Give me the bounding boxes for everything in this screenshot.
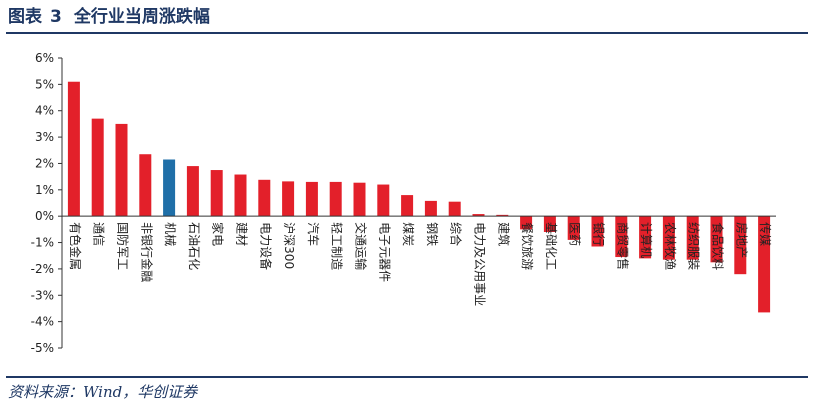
- y-tick-label: -1%: [31, 236, 54, 250]
- y-tick-label: 3%: [35, 130, 54, 144]
- bar: [591, 216, 604, 247]
- x-tick-label: 房地产: [734, 222, 749, 258]
- bar: [258, 179, 271, 217]
- x-tick-label: 有色金属: [68, 222, 83, 270]
- bar: [67, 81, 80, 217]
- bar: [377, 184, 390, 217]
- footer-rule: [6, 376, 808, 378]
- source-note: 资料来源：Wind，华创证券: [8, 383, 198, 401]
- figure-header: 图表 3 全行业当周涨跌幅: [8, 4, 210, 30]
- x-tick-label: 计算机: [639, 222, 654, 258]
- bar: [734, 216, 747, 275]
- figure-label: 图表: [8, 7, 42, 27]
- y-tick-label: -3%: [31, 288, 54, 302]
- x-axis-labels: 有色金属 通信 国防军工 非银行金融 机械 石油石化 家电 建材 电力设备 沪深300 汽车 轻工制造…: [68, 222, 773, 306]
- bar-chart: 6% 5% 4% 3% 2% 1% 0% -1% -2% -3% -4% -5% 有色金属 通信 国防军工…: [31, 51, 776, 355]
- bar: [686, 216, 699, 260]
- x-tick-label: 传媒: [758, 222, 773, 246]
- y-tick-label: 6%: [35, 51, 54, 65]
- x-tick-label: 钢铁: [425, 222, 439, 246]
- x-tick-label: 交通运输: [354, 222, 369, 270]
- x-tick-label: 基础化工: [544, 222, 558, 270]
- bar: [234, 174, 247, 217]
- x-tick-label: 机械: [163, 222, 178, 246]
- x-tick-label: 银行: [592, 222, 606, 246]
- bar: [424, 200, 437, 217]
- x-tick-label: 轻工制造: [330, 222, 344, 270]
- bar: [186, 166, 199, 217]
- x-tick-label: 建材: [235, 222, 249, 246]
- bar: [91, 118, 104, 217]
- bar: [758, 216, 771, 313]
- bar: [448, 201, 461, 217]
- x-tick-label: 煤炭: [401, 222, 415, 246]
- x-tick-label: 建筑: [496, 222, 511, 246]
- bar: [139, 154, 152, 217]
- bar: [305, 181, 318, 217]
- x-tick-label: 医药: [568, 222, 582, 246]
- x-tick-label: 非银行金融: [139, 222, 154, 282]
- x-tick-label: 沪深300: [282, 222, 296, 269]
- y-axis: 6% 5% 4% 3% 2% 1% 0% -1% -2% -3% -4% -5%: [31, 51, 63, 355]
- x-tick-label: 农林牧渔: [663, 222, 677, 270]
- x-tick-label: 通信: [92, 222, 106, 246]
- bar: [639, 216, 652, 259]
- x-tick-label: 电子元器件: [377, 222, 391, 282]
- bar: [115, 123, 128, 217]
- x-tick-label: 综合: [449, 222, 464, 246]
- x-tick-label: 国防军工: [116, 222, 131, 270]
- x-tick-label: 石油石化: [187, 222, 201, 270]
- y-tick-label: 2%: [35, 156, 54, 170]
- x-tick-label: 电力设备: [258, 222, 272, 270]
- y-tick-label: 5%: [35, 77, 54, 91]
- figure-title: 全行业当周涨跌幅: [73, 7, 210, 27]
- x-tick-label: 家电: [211, 222, 226, 246]
- bar: [615, 216, 628, 258]
- x-tick-label: 餐饮旅游: [520, 222, 535, 270]
- x-tick-label: 食品饮料: [711, 222, 726, 270]
- bar: [662, 216, 675, 260]
- x-tick-label: 电力及公用事业: [473, 222, 487, 306]
- y-tick-label: 4%: [35, 104, 54, 118]
- bar: [567, 216, 580, 240]
- bar: [520, 216, 533, 230]
- bar: [210, 170, 223, 217]
- x-tick-label: 商贸零售: [615, 222, 630, 270]
- y-tick-label: -4%: [31, 315, 54, 329]
- x-tick-label: 纺织服装: [687, 222, 701, 270]
- bar: [401, 195, 414, 217]
- bar: [329, 181, 342, 217]
- bar: [543, 216, 556, 232]
- y-tick-label: 0%: [35, 209, 54, 223]
- y-tick-label: -2%: [31, 262, 54, 276]
- y-tick-label: 1%: [35, 183, 54, 197]
- bar: [282, 181, 295, 217]
- bar: [353, 182, 366, 217]
- figure-number: 3: [50, 7, 62, 27]
- bar: [496, 214, 509, 217]
- header-rule: [6, 32, 808, 34]
- bar: [472, 214, 485, 217]
- y-tick-label: -5%: [31, 341, 54, 355]
- bar: [710, 216, 723, 263]
- bar: [163, 159, 176, 217]
- bars: [62, 81, 776, 313]
- x-tick-label: 汽车: [306, 222, 321, 246]
